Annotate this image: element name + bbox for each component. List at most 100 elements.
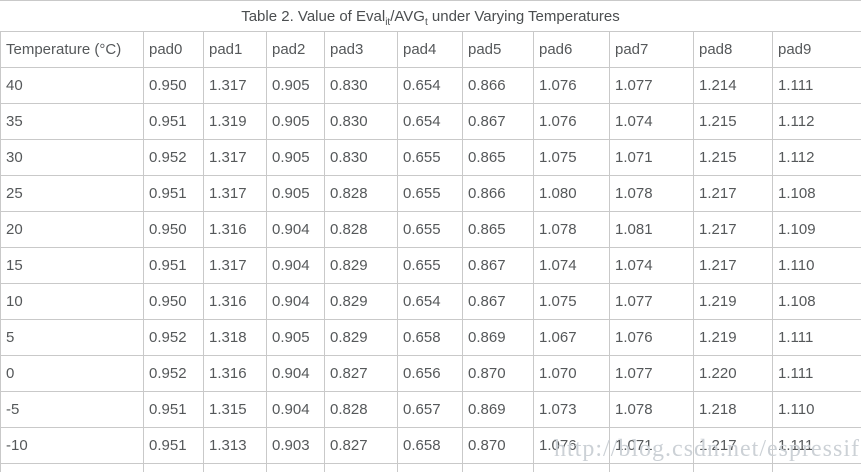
column-header-pad7: pad7 — [609, 31, 694, 68]
empty-cell — [462, 463, 534, 472]
empty-cell — [772, 463, 861, 472]
value-cell: 0.654 — [397, 283, 463, 320]
value-cell: 1.108 — [772, 283, 861, 320]
value-cell: 0.951 — [143, 391, 204, 428]
header-row: Temperature (°C) pad0 pad1 pad2 pad3 pad4 pad5… — [0, 31, 861, 68]
column-header-pad3: pad3 — [324, 31, 398, 68]
value-cell: 1.219 — [693, 319, 773, 356]
temperature-cell: 30 — [0, 139, 144, 176]
value-cell: 1.220 — [693, 355, 773, 392]
value-cell: 0.952 — [143, 319, 204, 356]
value-cell: 0.830 — [324, 103, 398, 140]
column-header-pad1: pad1 — [203, 31, 267, 68]
value-cell: 0.867 — [462, 103, 534, 140]
value-cell: 1.111 — [772, 355, 861, 392]
temperature-cell: 15 — [0, 247, 144, 284]
value-cell: 1.076 — [533, 67, 610, 104]
temperature-cell: -5 — [0, 391, 144, 428]
value-cell: 1.067 — [533, 319, 610, 356]
value-cell: 0.905 — [266, 319, 325, 356]
value-cell: 0.655 — [397, 211, 463, 248]
empty-cell — [143, 463, 204, 472]
value-cell: 1.112 — [772, 139, 861, 176]
column-header-pad8: pad8 — [693, 31, 773, 68]
value-cell: 1.214 — [693, 67, 773, 104]
value-cell: 1.215 — [693, 103, 773, 140]
table-body: 40 0.950 1.317 0.905 0.830 0.654 0.866 1.076 1.0… — [0, 67, 861, 472]
caption-prefix: Table 2. Value of Eval — [241, 8, 386, 25]
value-cell: 1.109 — [772, 211, 861, 248]
value-cell: 0.658 — [397, 319, 463, 356]
value-cell: 1.073 — [533, 391, 610, 428]
value-cell: 1.111 — [772, 67, 861, 104]
value-cell: 1.078 — [533, 211, 610, 248]
column-header-pad4: pad4 — [397, 31, 463, 68]
value-cell: 1.108 — [772, 175, 861, 212]
temperature-cell: 25 — [0, 175, 144, 212]
caption-mid: /AVG — [390, 8, 425, 25]
value-cell: 1.316 — [203, 355, 267, 392]
value-cell: 0.655 — [397, 175, 463, 212]
value-cell: 0.870 — [462, 355, 534, 392]
value-cell: 1.316 — [203, 211, 267, 248]
value-cell: 1.080 — [533, 175, 610, 212]
value-cell: 0.950 — [143, 211, 204, 248]
value-cell: 0.657 — [397, 391, 463, 428]
value-cell: 1.217 — [693, 175, 773, 212]
value-cell: 0.654 — [397, 103, 463, 140]
value-cell: 1.074 — [609, 247, 694, 284]
table-row: 5 0.952 1.318 0.905 0.829 0.658 0.869 1.067 1.07… — [0, 319, 861, 356]
table-row: 20 0.950 1.316 0.904 0.828 0.655 0.865 1.078 1.0… — [0, 211, 861, 248]
value-cell: 1.313 — [203, 427, 267, 464]
value-cell: 0.828 — [324, 211, 398, 248]
table-row: -10 0.951 1.313 0.903 0.827 0.658 0.870 1.076 1.… — [0, 427, 861, 464]
value-cell: 0.904 — [266, 283, 325, 320]
caption-subscript-it: it — [385, 17, 391, 28]
value-cell: 0.869 — [462, 319, 534, 356]
value-cell: 1.111 — [772, 427, 861, 464]
value-cell: 1.076 — [609, 319, 694, 356]
value-cell: 0.829 — [324, 319, 398, 356]
temperature-cell: 0 — [0, 355, 144, 392]
value-cell: 1.319 — [203, 103, 267, 140]
empty-cell — [397, 463, 463, 472]
empty-cell — [0, 463, 144, 472]
value-cell: 1.074 — [609, 103, 694, 140]
value-cell: 0.827 — [324, 355, 398, 392]
table-row: 10 0.950 1.316 0.904 0.829 0.654 0.867 1.075 1.0… — [0, 283, 861, 320]
value-cell: 1.218 — [693, 391, 773, 428]
table-row: 0 0.952 1.316 0.904 0.827 0.656 0.870 1.070 1.07… — [0, 355, 861, 392]
temperature-cell: 10 — [0, 283, 144, 320]
table-row: 30 0.952 1.317 0.905 0.830 0.655 0.865 1.075 1.0… — [0, 139, 861, 176]
value-cell: 1.110 — [772, 391, 861, 428]
value-cell: 0.952 — [143, 139, 204, 176]
value-cell: 1.110 — [772, 247, 861, 284]
column-header-pad2: pad2 — [266, 31, 325, 68]
value-cell: 1.316 — [203, 283, 267, 320]
table-row: -5 0.951 1.315 0.904 0.828 0.657 0.869 1.073 1.0… — [0, 391, 861, 428]
partial-row — [0, 463, 861, 472]
column-header-temperature: Temperature (°C) — [0, 31, 144, 68]
value-cell: 0.905 — [266, 103, 325, 140]
value-cell: 0.904 — [266, 355, 325, 392]
column-header-pad9: pad9 — [772, 31, 861, 68]
value-cell: 1.077 — [609, 283, 694, 320]
table-row: 40 0.950 1.317 0.905 0.830 0.654 0.866 1.076 1.0… — [0, 67, 861, 104]
value-cell: 0.904 — [266, 247, 325, 284]
value-cell: 1.078 — [609, 175, 694, 212]
value-cell: 1.219 — [693, 283, 773, 320]
empty-cell — [533, 463, 610, 472]
value-cell: 0.830 — [324, 67, 398, 104]
table-header-row: Temperature (°C) pad0 pad1 pad2 pad3 pad4 pad5… — [0, 31, 861, 68]
value-cell: 0.950 — [143, 67, 204, 104]
value-cell: 0.869 — [462, 391, 534, 428]
temperature-cell: 40 — [0, 67, 144, 104]
value-cell: 0.655 — [397, 247, 463, 284]
value-cell: 0.904 — [266, 391, 325, 428]
empty-cell — [203, 463, 267, 472]
temperature-table: Temperature (°C) pad0 pad1 pad2 pad3 pad4 pad5… — [0, 31, 861, 472]
value-cell: 0.905 — [266, 175, 325, 212]
value-cell: 0.829 — [324, 247, 398, 284]
value-cell: 0.951 — [143, 427, 204, 464]
value-cell: 0.827 — [324, 427, 398, 464]
